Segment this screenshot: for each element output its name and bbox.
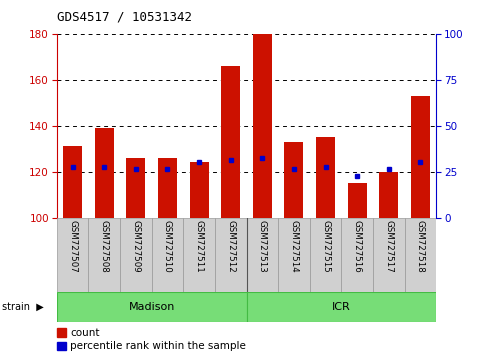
Bar: [348, 183, 367, 218]
Bar: [57, 292, 246, 322]
Bar: [120, 218, 152, 292]
Text: Madison: Madison: [128, 302, 175, 312]
Text: GDS4517 / 10531342: GDS4517 / 10531342: [57, 11, 192, 24]
Bar: [310, 218, 341, 292]
Bar: [152, 218, 183, 292]
Text: percentile rank within the sample: percentile rank within the sample: [70, 341, 246, 351]
Bar: [88, 218, 120, 292]
Bar: [158, 158, 177, 218]
Text: GSM727517: GSM727517: [385, 220, 393, 273]
Bar: [405, 218, 436, 292]
Text: GSM727518: GSM727518: [416, 220, 425, 273]
Bar: [246, 218, 278, 292]
Bar: [284, 142, 304, 218]
Text: GSM727512: GSM727512: [226, 220, 235, 273]
Bar: [373, 218, 405, 292]
Bar: [95, 128, 113, 218]
Text: count: count: [70, 328, 100, 338]
Bar: [316, 137, 335, 218]
Text: ICR: ICR: [332, 302, 351, 312]
Text: GSM727508: GSM727508: [100, 220, 108, 273]
Bar: [380, 172, 398, 218]
Text: GSM727511: GSM727511: [195, 220, 204, 273]
Bar: [215, 218, 246, 292]
Bar: [221, 66, 240, 218]
Text: GSM727516: GSM727516: [352, 220, 362, 273]
Bar: [341, 218, 373, 292]
Text: GSM727510: GSM727510: [163, 220, 172, 273]
Bar: [411, 96, 430, 218]
Text: GSM727514: GSM727514: [289, 220, 298, 273]
Bar: [126, 158, 145, 218]
Bar: [246, 292, 436, 322]
Text: GSM727513: GSM727513: [258, 220, 267, 273]
Bar: [63, 147, 82, 218]
Bar: [57, 218, 88, 292]
Bar: [253, 34, 272, 218]
Bar: [278, 218, 310, 292]
Text: GSM727507: GSM727507: [68, 220, 77, 273]
Bar: [189, 162, 209, 218]
Bar: [183, 218, 215, 292]
Text: strain  ▶: strain ▶: [2, 302, 44, 312]
Text: GSM727509: GSM727509: [131, 220, 141, 273]
Text: GSM727515: GSM727515: [321, 220, 330, 273]
